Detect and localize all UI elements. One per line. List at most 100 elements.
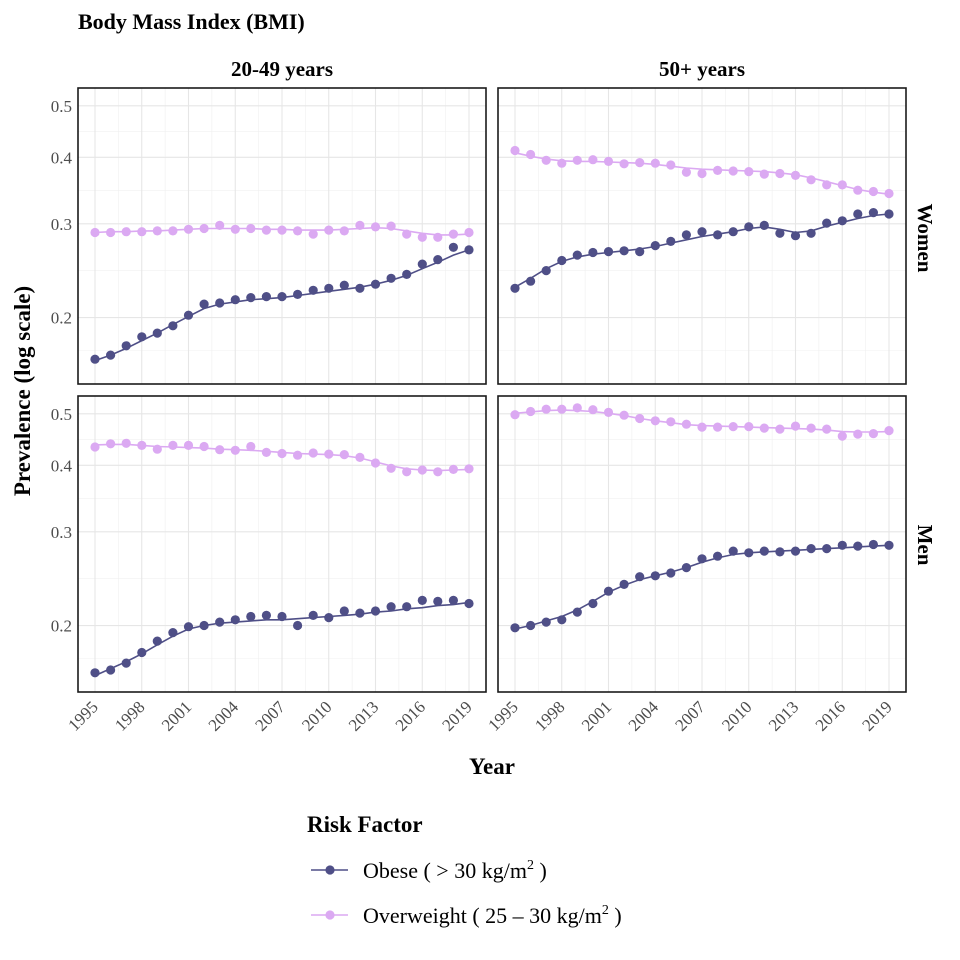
x-tick-label: 2007 bbox=[671, 697, 709, 735]
data-point-obese bbox=[152, 636, 162, 646]
panels-layer: 0.2 0.3 0.4 0.5 0.2 0.3 0.4 0.5 1995 1998 2001 2004… bbox=[51, 87, 907, 735]
data-point-obese bbox=[822, 218, 832, 228]
legend-label-overweight: Overweight ( 25 – 30 kg/m2 ) bbox=[363, 903, 622, 928]
x-tick-label: 2016 bbox=[392, 697, 429, 734]
data-point-obese bbox=[417, 595, 427, 606]
data-point-obese bbox=[759, 220, 769, 230]
data-point-obese bbox=[635, 572, 645, 582]
data-point-obese bbox=[183, 310, 194, 320]
data-point-obese bbox=[853, 541, 863, 551]
data-point-overweight bbox=[728, 422, 738, 432]
data-point-overweight bbox=[246, 223, 256, 234]
data-point-obese bbox=[417, 259, 427, 269]
x-tick-label: 1998 bbox=[531, 697, 568, 734]
data-point-obese bbox=[433, 255, 443, 265]
data-point-obese bbox=[557, 615, 567, 625]
data-point-overweight bbox=[790, 170, 801, 180]
chart-title: Body Mass Index (BMI) bbox=[78, 9, 305, 34]
data-point-overweight bbox=[790, 421, 801, 431]
data-point-obese bbox=[822, 544, 832, 554]
data-point-overweight bbox=[635, 413, 645, 424]
panel-women-50-plus bbox=[497, 87, 907, 385]
data-point-obese bbox=[137, 332, 147, 342]
data-point-obese bbox=[464, 598, 474, 609]
facet-strip-women: Women bbox=[913, 204, 937, 273]
data-point-obese bbox=[806, 228, 816, 238]
data-point-overweight bbox=[713, 165, 723, 175]
legend-label-obese: Obese ( > 30 kg/m2 ) bbox=[363, 858, 547, 883]
data-point-obese bbox=[106, 665, 116, 675]
data-point-obese bbox=[619, 579, 629, 590]
data-point-obese bbox=[588, 598, 598, 609]
data-point-overweight bbox=[588, 405, 598, 415]
data-point-overweight bbox=[650, 158, 660, 168]
data-point-overweight bbox=[853, 185, 863, 195]
data-point-obese bbox=[199, 299, 209, 309]
data-point-obese bbox=[557, 255, 567, 266]
data-point-overweight bbox=[464, 464, 474, 474]
data-point-overweight bbox=[681, 419, 692, 429]
data-point-obese bbox=[168, 628, 178, 638]
data-point-overweight bbox=[370, 222, 381, 232]
data-point-obese bbox=[775, 228, 785, 238]
y-tick-label: 0.3 bbox=[51, 215, 72, 234]
data-point-obese bbox=[339, 606, 349, 616]
data-point-obese bbox=[837, 216, 847, 226]
data-point-obese bbox=[106, 350, 116, 360]
legend-item-overweight: Overweight ( 25 – 30 kg/m2 ) bbox=[311, 903, 622, 928]
data-point-overweight bbox=[868, 429, 879, 439]
data-point-obese bbox=[386, 273, 396, 283]
data-point-obese bbox=[464, 245, 474, 255]
data-point-overweight bbox=[324, 225, 334, 235]
data-point-obese bbox=[277, 611, 287, 622]
data-point-obese bbox=[293, 620, 303, 631]
data-point-obese bbox=[806, 544, 816, 554]
data-point-obese bbox=[121, 341, 131, 351]
data-point-obese bbox=[884, 540, 894, 550]
data-point-obese bbox=[402, 269, 412, 279]
data-point-obese bbox=[230, 615, 240, 625]
data-point-obese bbox=[324, 283, 334, 293]
data-point-overweight bbox=[650, 416, 660, 426]
legend: Risk Factor Obese ( > 30 kg/m2 ) Overwei… bbox=[307, 812, 622, 928]
data-point-overweight bbox=[744, 167, 754, 177]
x-tick-label: 2004 bbox=[205, 697, 243, 735]
data-point-overweight bbox=[121, 438, 131, 448]
data-point-overweight bbox=[666, 417, 676, 427]
data-point-obese bbox=[215, 298, 225, 308]
data-point-overweight bbox=[666, 160, 676, 170]
x-tick-label: 1995 bbox=[484, 697, 521, 734]
x-tick-label: 2010 bbox=[718, 697, 755, 734]
data-point-overweight bbox=[744, 422, 754, 432]
data-point-overweight bbox=[806, 175, 816, 185]
data-point-obese bbox=[402, 602, 412, 612]
data-point-obese bbox=[137, 647, 147, 658]
data-point-overweight bbox=[448, 464, 458, 474]
data-point-overweight bbox=[759, 169, 769, 179]
data-point-overweight bbox=[152, 226, 162, 236]
data-point-overweight bbox=[402, 467, 412, 477]
x-tick-label: 2004 bbox=[625, 697, 663, 735]
data-point-obese bbox=[635, 247, 645, 257]
data-point-overweight bbox=[541, 404, 551, 414]
data-point-obese bbox=[386, 602, 396, 612]
panel-border bbox=[497, 395, 907, 693]
y-tick-label: 0.2 bbox=[51, 309, 72, 328]
data-point-obese bbox=[355, 608, 365, 618]
data-point-overweight bbox=[137, 440, 147, 450]
y-tick-label: 0.4 bbox=[51, 456, 73, 475]
data-point-obese bbox=[572, 250, 582, 260]
data-point-obese bbox=[744, 222, 754, 232]
data-point-obese bbox=[448, 595, 458, 606]
legend-key-point-overweight bbox=[325, 910, 335, 920]
data-point-overweight bbox=[183, 224, 194, 234]
data-point-overweight bbox=[541, 155, 551, 165]
data-point-obese bbox=[681, 230, 692, 240]
data-point-obese bbox=[433, 596, 443, 607]
data-point-overweight bbox=[339, 450, 349, 460]
legend-key-point-obese bbox=[325, 865, 335, 875]
data-point-overweight bbox=[433, 467, 443, 477]
data-point-overweight bbox=[572, 155, 582, 165]
data-point-overweight bbox=[308, 448, 318, 458]
